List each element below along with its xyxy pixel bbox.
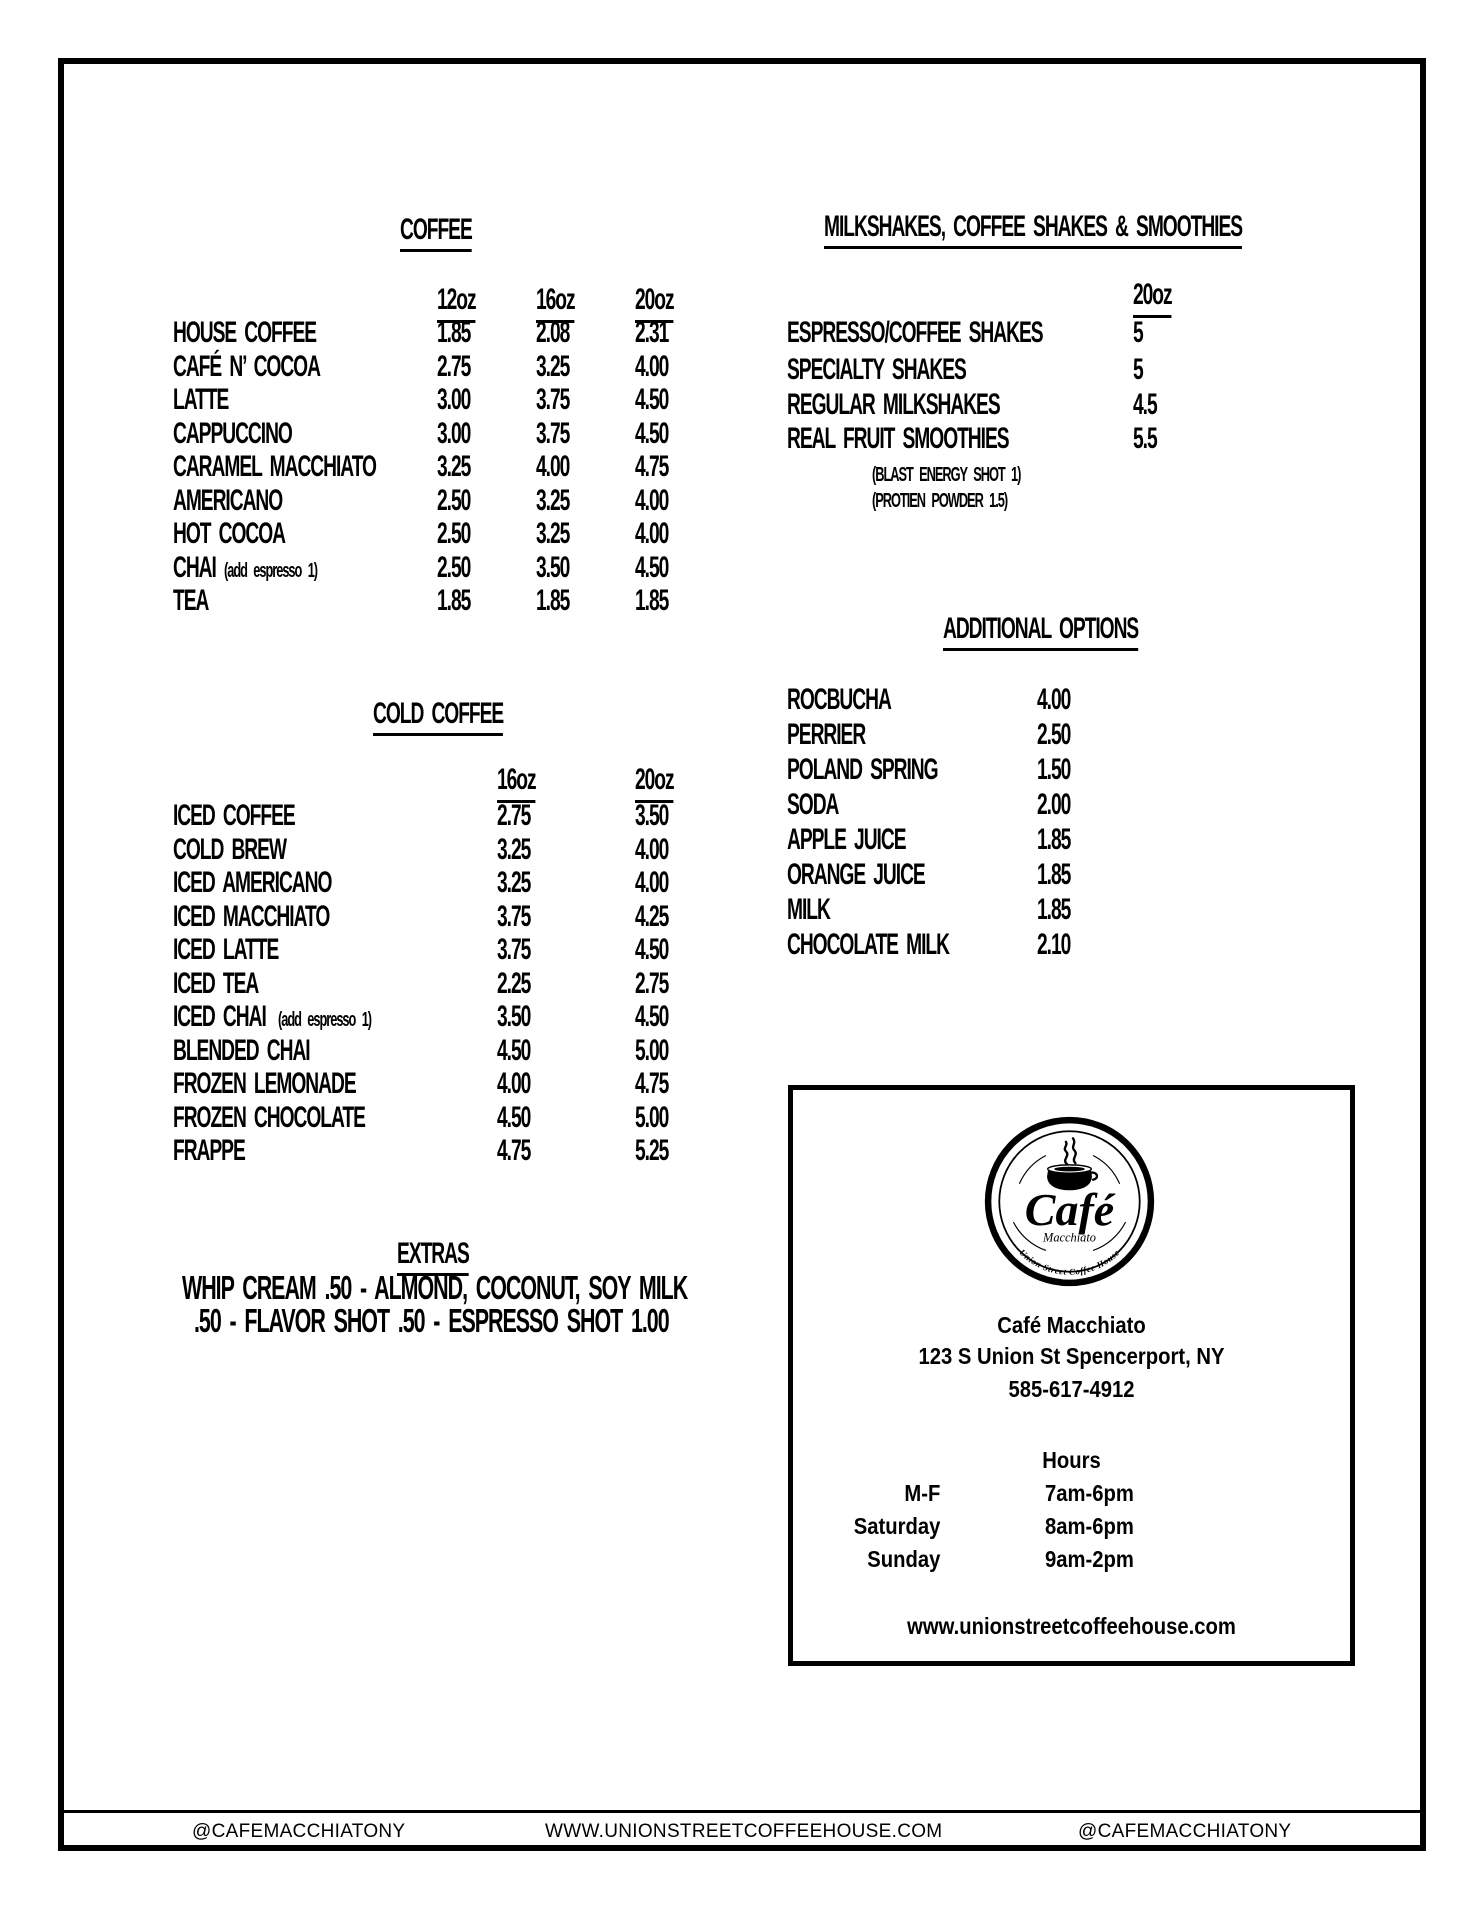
svg-text:Café: Café (1025, 1184, 1116, 1235)
svg-text:Macchiato: Macchiato (1042, 1231, 1096, 1245)
